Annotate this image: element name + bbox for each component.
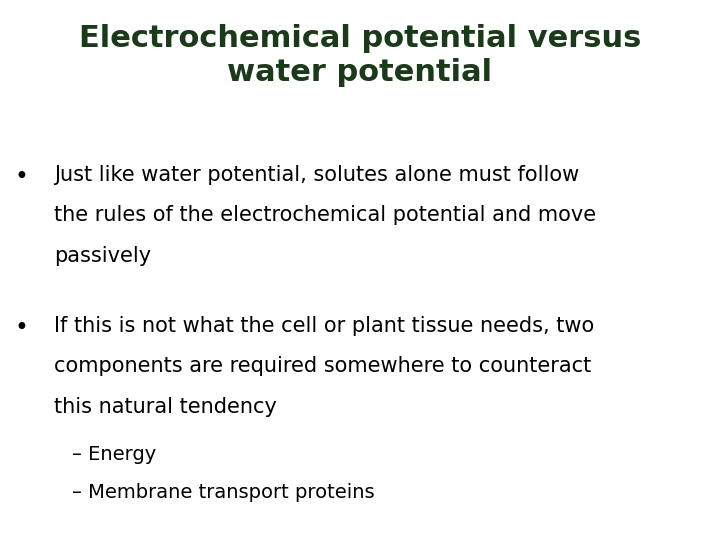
Text: If this is not what the cell or plant tissue needs, two: If this is not what the cell or plant ti… xyxy=(54,316,594,336)
Text: – Energy: – Energy xyxy=(72,446,156,464)
Text: this natural tendency: this natural tendency xyxy=(54,397,277,417)
Text: Just like water potential, solutes alone must follow: Just like water potential, solutes alone… xyxy=(54,165,580,185)
Text: •: • xyxy=(14,316,29,340)
Text: – Membrane transport proteins: – Membrane transport proteins xyxy=(72,483,374,502)
Text: the rules of the electrochemical potential and move: the rules of the electrochemical potenti… xyxy=(54,205,596,225)
Text: passively: passively xyxy=(54,246,151,266)
Text: components are required somewhere to counteract: components are required somewhere to cou… xyxy=(54,356,591,376)
Text: Electrochemical potential versus
water potential: Electrochemical potential versus water p… xyxy=(78,24,642,87)
Text: •: • xyxy=(14,165,29,188)
